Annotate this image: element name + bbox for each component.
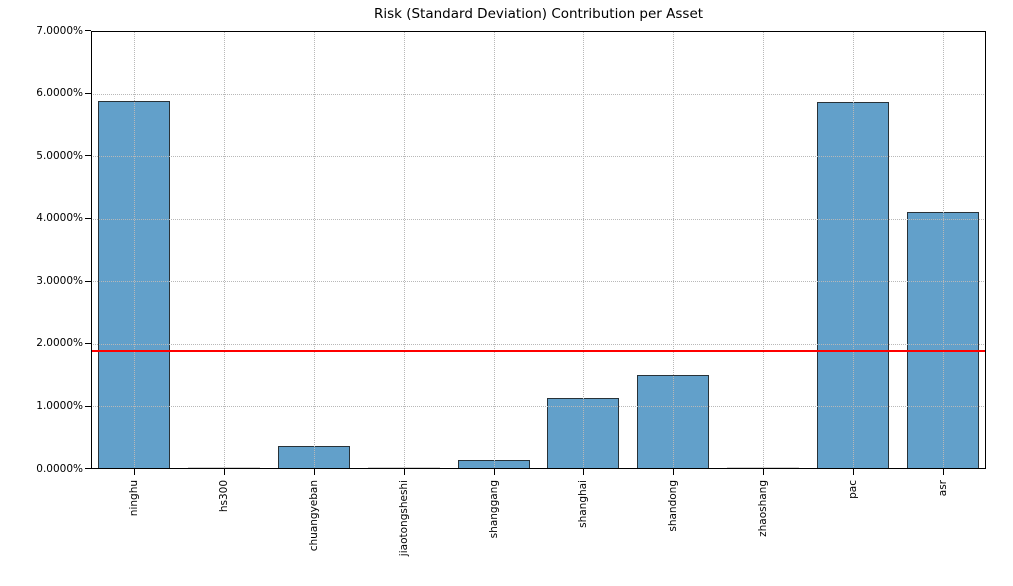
v-gridline xyxy=(493,31,495,469)
h-gridline xyxy=(91,93,986,95)
x-tick-label: shanghai xyxy=(577,480,590,528)
v-gridline xyxy=(223,31,225,469)
h-gridline xyxy=(91,343,986,345)
x-tick-mark xyxy=(943,469,944,475)
x-tick-mark xyxy=(853,469,855,475)
x-tick-label: chuangyeban xyxy=(307,480,320,552)
y-tick-label: 1.0000% xyxy=(36,399,83,412)
v-gridline xyxy=(673,31,675,469)
y-tick-mark xyxy=(85,405,91,407)
h-gridline xyxy=(91,218,986,220)
chart-title: Risk (Standard Deviation) Contribution p… xyxy=(373,6,704,22)
x-tick-label: shandong xyxy=(667,480,680,532)
y-tick-label: 4.0000% xyxy=(36,212,83,225)
x-tick-label: hs300 xyxy=(217,480,230,513)
y-tick-mark xyxy=(85,92,91,94)
x-tick-mark xyxy=(223,469,225,475)
v-gridline xyxy=(134,31,135,469)
x-tick-mark xyxy=(583,469,585,475)
x-tick-label: asr xyxy=(937,480,949,497)
y-tick-label: 5.0000% xyxy=(36,149,83,162)
x-tick-label: zhaoshang xyxy=(757,480,770,537)
x-tick-mark xyxy=(763,469,765,475)
x-tick-mark xyxy=(313,469,315,475)
y-tick-mark xyxy=(85,468,91,470)
y-tick-label: 2.0000% xyxy=(36,337,83,350)
v-gridline xyxy=(943,31,944,469)
x-tick-mark xyxy=(403,469,405,475)
h-gridline xyxy=(91,406,986,408)
h-gridline xyxy=(91,156,986,158)
y-tick-mark xyxy=(85,218,91,220)
v-gridline xyxy=(403,31,405,469)
y-tick-label: 7.0000% xyxy=(36,24,83,37)
reference-line xyxy=(91,349,986,352)
x-tick-mark xyxy=(493,469,495,475)
x-tick-label: pac xyxy=(847,480,860,499)
y-tick-mark xyxy=(85,30,91,32)
plot-area: ninghu hs300 chuangyeban jiaotongsheshi shan… xyxy=(36,25,986,556)
x-tick-label: ninghu xyxy=(128,480,140,517)
y-tick-mark xyxy=(85,280,91,282)
h-gridline xyxy=(91,281,986,283)
y-tick-label: 3.0000% xyxy=(36,274,83,287)
v-gridline xyxy=(583,31,585,469)
v-gridline xyxy=(853,31,855,469)
y-tick-mark xyxy=(85,343,91,345)
y-tick-label: 6.0000% xyxy=(36,87,83,100)
v-gridline xyxy=(763,31,765,469)
x-tick-mark xyxy=(134,469,135,475)
y-tick-mark xyxy=(85,155,91,157)
x-tick-label: shanggang xyxy=(487,480,500,539)
y-tick-label: 0.0000% xyxy=(36,462,83,475)
v-gridline xyxy=(313,31,315,469)
x-tick-mark xyxy=(673,469,675,475)
x-tick-label: jiaotongsheshi xyxy=(397,480,410,557)
